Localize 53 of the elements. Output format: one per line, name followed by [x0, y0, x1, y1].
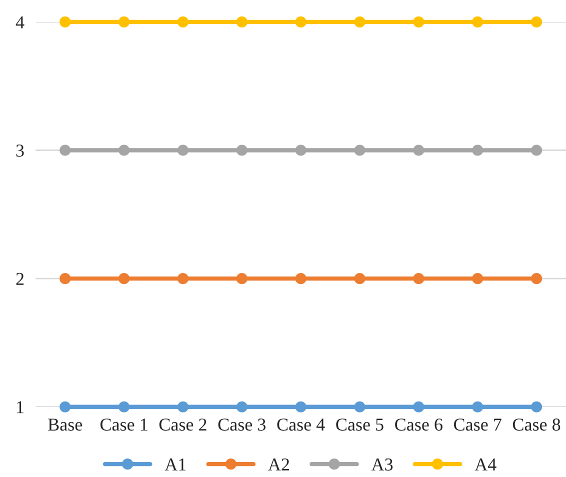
x-tick-label: Case 6: [395, 418, 442, 431]
point: [295, 144, 306, 156]
point: [472, 16, 484, 28]
point: [118, 16, 130, 28]
point: [177, 144, 189, 156]
legend-label: A2: [268, 458, 289, 470]
point: [118, 144, 130, 156]
x-tick-label: Case 7: [454, 418, 502, 431]
point: [118, 401, 130, 412]
point: [413, 144, 424, 156]
point: [530, 144, 542, 156]
point: [472, 401, 484, 412]
point: [413, 273, 424, 284]
point: [60, 144, 71, 156]
x-tick-label: Case 3: [218, 418, 266, 431]
x-tick-label: Case 4: [277, 418, 325, 431]
point: [354, 401, 366, 412]
point: [354, 144, 366, 156]
point: [530, 273, 542, 284]
point: [118, 273, 130, 284]
point: [236, 16, 248, 28]
point: [530, 16, 542, 28]
y-tick-label: 3: [16, 144, 24, 157]
point: [295, 16, 306, 28]
x-tick-label: Case 5: [336, 418, 384, 431]
point: [177, 16, 189, 28]
x-tick-label: Case 1: [100, 418, 148, 431]
legend-label: A1: [164, 458, 186, 470]
point: [413, 16, 424, 28]
point: [472, 144, 484, 156]
point: [177, 273, 189, 284]
y-tick-label: 2: [16, 272, 24, 285]
legend-label: A3: [371, 458, 393, 471]
point: [413, 401, 424, 412]
point: [354, 16, 366, 28]
point: [295, 273, 306, 284]
point: [60, 16, 71, 28]
point: [530, 401, 542, 412]
legend-label: A4: [474, 458, 496, 470]
x-tick-label: Base: [48, 418, 82, 431]
point: [354, 273, 366, 284]
x-tick-label: Case 8: [512, 418, 560, 431]
point: [236, 144, 248, 156]
point: [177, 401, 189, 412]
point: [60, 401, 71, 412]
point: [236, 401, 248, 412]
y-tick-label: 1: [17, 401, 24, 414]
point: [295, 401, 306, 412]
x-tick-label: Case 2: [159, 418, 206, 431]
point: [472, 273, 484, 284]
y-tick-label: 4: [16, 16, 24, 28]
point: [60, 273, 71, 284]
point: [236, 273, 248, 284]
